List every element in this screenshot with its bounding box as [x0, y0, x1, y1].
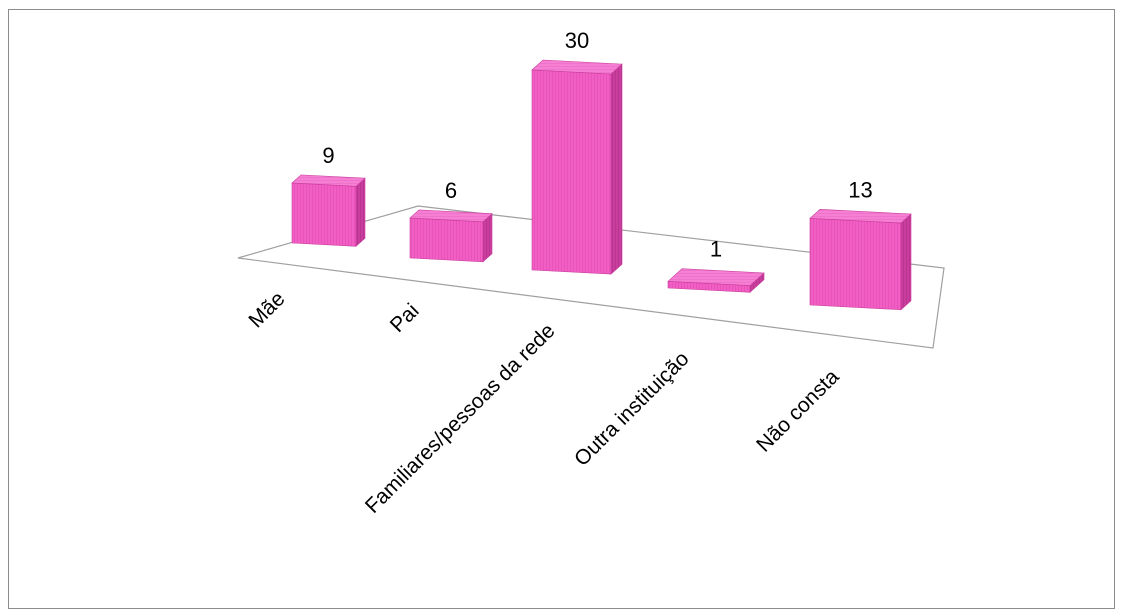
bar-side-familiares-pessoas-da-rede — [610, 63, 623, 275]
value-labels-group: 9 6 30 1 13 — [322, 28, 872, 262]
category-label-pai: Pai — [386, 299, 424, 337]
value-label-nao-consta: 13 — [848, 177, 872, 202]
bar-top-nao-consta — [809, 208, 912, 224]
bar-pai — [409, 217, 484, 263]
category-label-mae: Mãe — [244, 287, 289, 332]
category-label-outra-instituicao: Outra instituição — [570, 347, 694, 471]
bar-top-mae — [291, 174, 366, 187]
bar-side-mae — [355, 177, 366, 248]
value-label-familiares-pessoas-da-rede: 30 — [565, 28, 589, 53]
bar-top-outra-instituicao — [667, 268, 765, 286]
bar-top-familiares-pessoas-da-rede — [531, 59, 623, 75]
bar-side-nao-consta — [900, 213, 912, 311]
bar-familiares-pessoas-da-rede — [531, 69, 612, 275]
value-label-mae: 9 — [322, 143, 334, 168]
category-label-familiares-pessoas-da-rede: Familiares/pessoas da rede — [361, 319, 560, 518]
bar-nao-consta — [809, 217, 902, 311]
category-label-nao-consta: Não consta — [752, 365, 844, 457]
bar-top-pai — [409, 209, 493, 223]
bars-group — [291, 59, 912, 311]
bar-mae — [291, 182, 357, 247]
value-label-outra-instituicao: 1 — [710, 237, 722, 262]
value-label-pai: 6 — [445, 178, 457, 203]
